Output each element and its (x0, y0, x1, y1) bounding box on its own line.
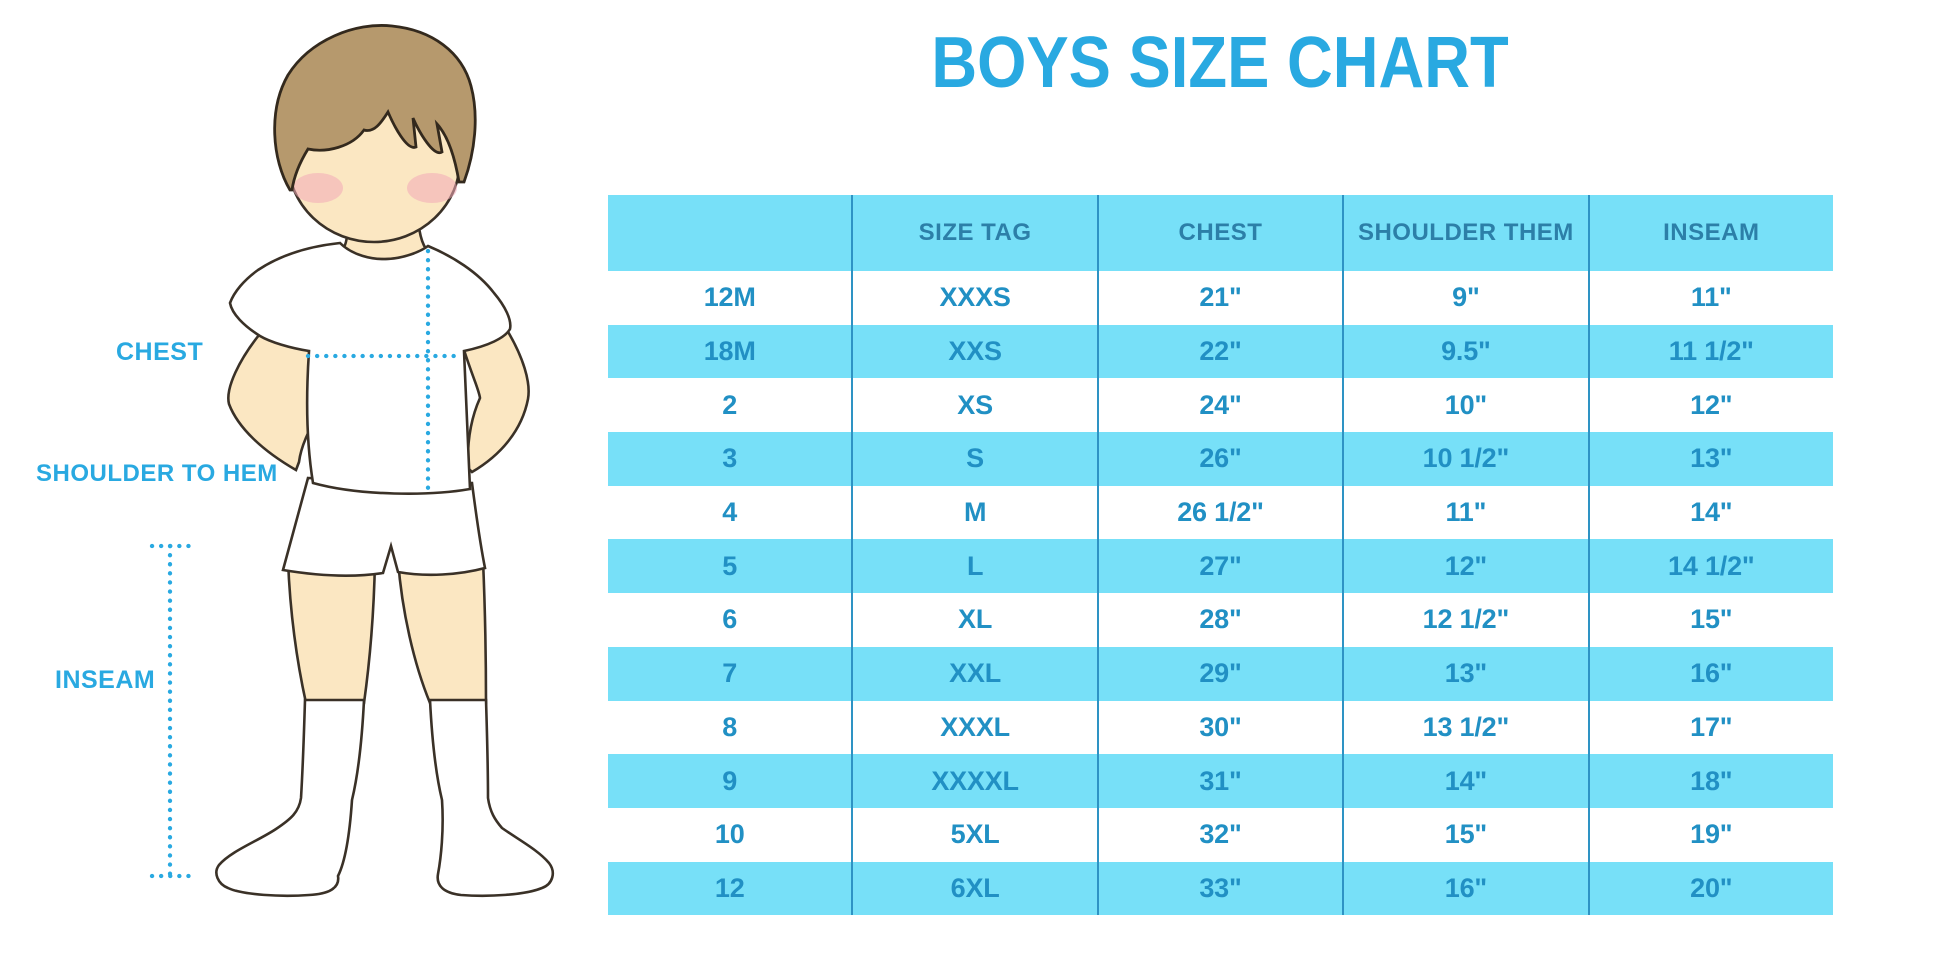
table-cell: 12 (608, 861, 853, 916)
table-cell: 27" (1096, 539, 1344, 594)
table-row: 10 5XL 32" 15" 19" (608, 807, 1833, 862)
table-cell: 30" (1096, 700, 1344, 755)
table-cell: XXXL (851, 700, 1098, 755)
boy-right-sock (428, 698, 555, 898)
table-row: 12M XXXS 21" 9" 11" (608, 271, 1833, 325)
page-title: BOYS SIZE CHART (608, 23, 1833, 103)
table-cell: 7 (608, 646, 853, 701)
table-cell: 15" (1587, 593, 1833, 647)
table-cell: 5XL (851, 807, 1098, 862)
table-cell: 9" (1342, 271, 1589, 325)
table-cell: 16" (1587, 646, 1833, 701)
table-cell: 18M (608, 324, 853, 379)
table-cell: 12" (1342, 539, 1589, 594)
table-cell: 21" (1096, 271, 1344, 325)
boy-blush-left (293, 173, 343, 203)
table-cell: 5 (608, 539, 853, 594)
column-header: SIZE TAG (851, 195, 1098, 271)
table-cell: 14" (1342, 754, 1589, 808)
boy-left-arm (227, 333, 320, 472)
table-cell: 9 (608, 754, 853, 808)
table-cell: M (851, 485, 1098, 540)
table-row: 12 6XL 33" 16" 20" (608, 861, 1833, 916)
table-cell: 12M (608, 271, 853, 325)
table-cell: XXL (851, 646, 1098, 701)
table-row: 7 XXL 29" 13" 16" (608, 646, 1833, 701)
table-cell: 24" (1096, 378, 1344, 433)
page-title-text: BOYS SIZE CHART (931, 23, 1510, 103)
table-cell: 32" (1096, 807, 1344, 862)
table-cell: 13" (1587, 432, 1833, 486)
table-cell: 10" (1342, 378, 1589, 433)
table-cell: 13 1/2" (1342, 700, 1589, 755)
table-cell: 31" (1096, 754, 1344, 808)
table-cell: 13" (1342, 646, 1589, 701)
table-cell: S (851, 432, 1098, 486)
shoulder-to-hem-label: SHOULDER TO HEM (36, 460, 278, 487)
table-body: 12M XXXS 21" 9" 11" 18M XXS 22" 9.5" 11 1/2" 2 XS 24… (608, 271, 1833, 916)
table-cell: 6 (608, 593, 853, 647)
boy-left-leg (286, 558, 377, 705)
boy-shirt (228, 241, 512, 495)
table-cell: 26 1/2" (1096, 485, 1344, 540)
table-cell: 12 1/2" (1342, 593, 1589, 647)
table-cell: 14 1/2" (1587, 539, 1833, 594)
boy-right-arm (462, 328, 530, 474)
table-cell: 11" (1587, 271, 1833, 325)
table-cell: 28" (1096, 593, 1344, 647)
table-cell: 11" (1342, 485, 1589, 540)
column-header: INSEAM (1587, 195, 1833, 271)
table-row: 2 XS 24" 10" 12" (608, 378, 1833, 433)
table-row: 9 XXXXL 31" 14" 18" (608, 754, 1833, 808)
boy-hair (273, 24, 477, 192)
chest-label: CHEST (116, 338, 204, 366)
column-header (608, 195, 853, 271)
table-cell: 22" (1096, 324, 1344, 379)
table-cell: 3 (608, 432, 853, 486)
table-cell: XL (851, 593, 1098, 647)
column-header: CHEST (1096, 195, 1344, 271)
table-cell: 8 (608, 700, 853, 755)
table-cell: XXXS (851, 271, 1098, 325)
table-row: 3 S 26" 10 1/2" 13" (608, 432, 1833, 486)
size-chart-table: SIZE TAG CHEST SHOULDER THEM INSEAM 12M XXXS… (608, 195, 1833, 916)
table-cell: XS (851, 378, 1098, 433)
table-cell: 12" (1587, 378, 1833, 433)
boy-shorts (281, 476, 487, 577)
table-cell: 33" (1096, 861, 1344, 916)
table-cell: 29" (1096, 646, 1344, 701)
table-header-row: SIZE TAG CHEST SHOULDER THEM INSEAM (608, 195, 1833, 271)
boy-left-sock (215, 698, 366, 898)
table-cell: 2 (608, 378, 853, 433)
table-cell: 19" (1587, 807, 1833, 862)
table-cell: 18" (1587, 754, 1833, 808)
table-cell: XXXXL (851, 754, 1098, 808)
table-row: 18M XXS 22" 9.5" 11 1/2" (608, 324, 1833, 379)
table-cell: 16" (1342, 861, 1589, 916)
table-row: 6 XL 28" 12 1/2" 15" (608, 593, 1833, 647)
boy-blush-right (407, 173, 457, 203)
table-cell: 11 1/2" (1587, 324, 1833, 379)
boy-right-leg (396, 558, 488, 705)
table-cell: 6XL (851, 861, 1098, 916)
table-row: 4 M 26 1/2" 11" 14" (608, 485, 1833, 540)
column-header: SHOULDER THEM (1342, 195, 1589, 271)
table-cell: 9.5" (1342, 324, 1589, 379)
boy-illustration (149, 24, 555, 898)
boy-measurement-figure: CHEST SHOULDER TO HEM INSEAM (0, 0, 580, 973)
table-cell: 4 (608, 485, 853, 540)
inseam-label: INSEAM (55, 666, 156, 694)
table-row: 8 XXXL 30" 13 1/2" 17" (608, 700, 1833, 755)
table-cell: L (851, 539, 1098, 594)
table-cell: 26" (1096, 432, 1344, 486)
table-cell: 10 (608, 807, 853, 862)
table-cell: XXS (851, 324, 1098, 379)
table-cell: 17" (1587, 700, 1833, 755)
table-cell: 10 1/2" (1342, 432, 1589, 486)
table-cell: 20" (1587, 861, 1833, 916)
table-cell: 15" (1342, 807, 1589, 862)
table-row: 5 L 27" 12" 14 1/2" (608, 539, 1833, 594)
table-cell: 14" (1587, 485, 1833, 540)
